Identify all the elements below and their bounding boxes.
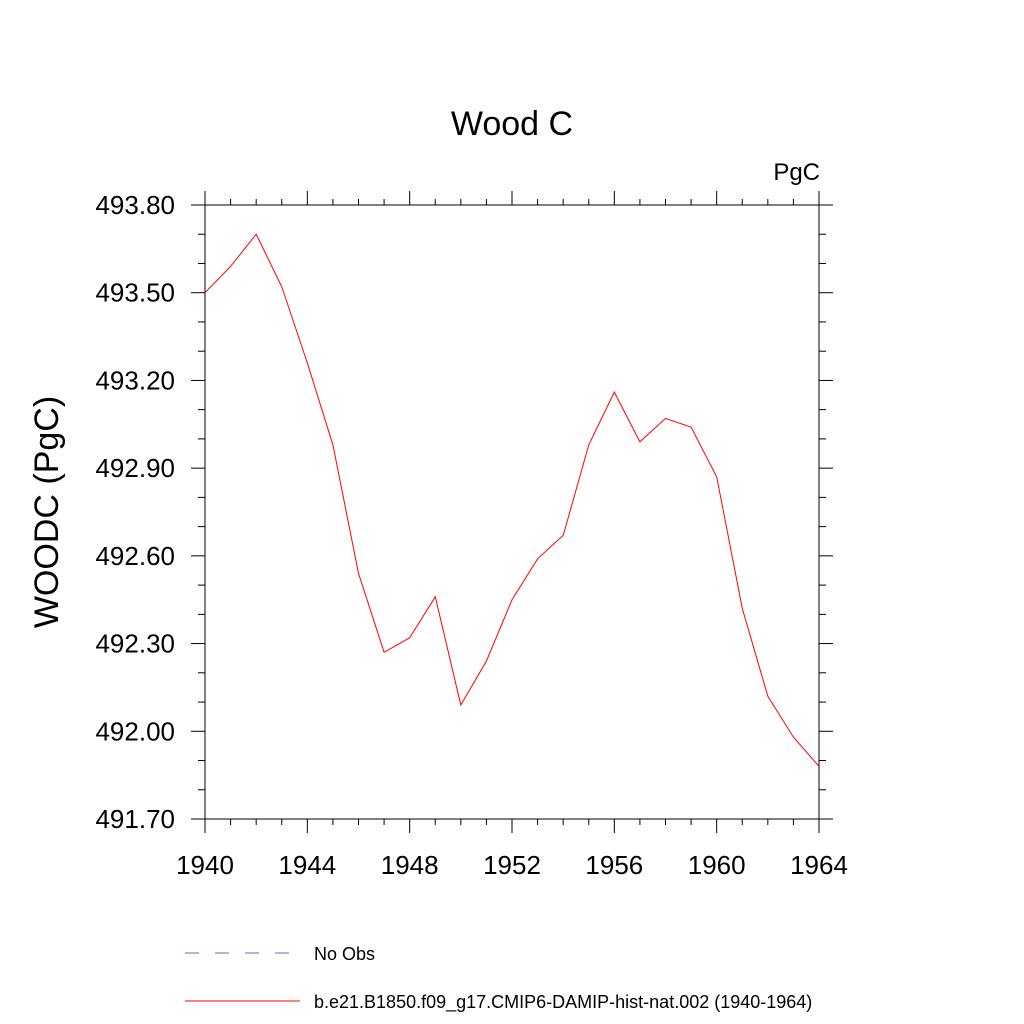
- y-tick-label: 493.20: [95, 365, 175, 395]
- plot-frame: [204, 204, 820, 820]
- y-tick-label: 492.00: [95, 716, 175, 746]
- y-tick-label: 492.60: [95, 541, 175, 571]
- ticks-layer: [191, 191, 833, 833]
- legend-label-no-obs: No Obs: [314, 944, 375, 964]
- y-axis-label: WOODC (PgC): [28, 396, 66, 628]
- y-tick-label: 492.30: [95, 629, 175, 659]
- units-label: PgC: [773, 159, 820, 186]
- x-tick-label: 1940: [176, 850, 234, 880]
- y-tick-label: 493.80: [95, 190, 175, 220]
- y-tick-label: 492.90: [95, 453, 175, 483]
- x-tick-label: 1944: [278, 850, 336, 880]
- y-tick-label: 493.50: [95, 278, 175, 308]
- series-layer: [204, 233, 820, 767]
- x-tick-label: 1956: [585, 850, 643, 880]
- tick-labels-layer: 1940 1944 1948 1952 1956 1960 1964 491.70 492.00…: [95, 190, 847, 880]
- x-tick-label: 1960: [688, 850, 746, 880]
- legend: No Obs b.e21.B1850.f09_g17.CMIP6-DAMIP-h…: [185, 944, 812, 1013]
- y-tick-label: 491.70: [95, 804, 175, 834]
- chart-title: Wood C: [451, 105, 573, 143]
- x-tick-label: 1948: [381, 850, 439, 880]
- x-tick-label: 1952: [483, 850, 541, 880]
- series-line: [204, 233, 820, 767]
- legend-label-model: b.e21.B1850.f09_g17.CMIP6-DAMIP-hist-nat…: [314, 992, 812, 1013]
- x-tick-label: 1964: [790, 850, 848, 880]
